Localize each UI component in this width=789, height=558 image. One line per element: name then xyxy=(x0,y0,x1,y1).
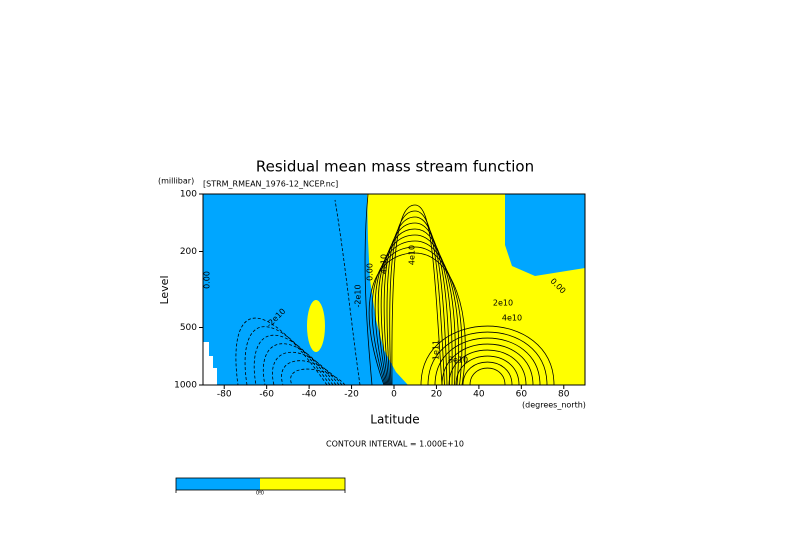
contour-label: 0.00 xyxy=(203,271,212,289)
contour-line xyxy=(441,343,534,386)
contour-label: 2e10 xyxy=(493,299,513,308)
colorbar-frame xyxy=(175,477,346,491)
contour-note: CONTOUR INTERVAL = 1.000E+10 xyxy=(326,440,464,449)
colorbar-negative xyxy=(176,478,260,490)
contour-line xyxy=(448,349,527,386)
contour-line xyxy=(272,351,340,386)
contour-line xyxy=(386,216,448,386)
contour-label: 4e10 xyxy=(408,245,417,265)
contour-line xyxy=(364,193,373,386)
x-tick-label: 20 xyxy=(431,390,443,400)
contour-line xyxy=(391,204,443,386)
contour-label: 4e10 xyxy=(380,254,389,274)
contour-line xyxy=(427,331,548,386)
contour-label: 1e11 xyxy=(432,340,441,360)
y-tick-label: 500 xyxy=(180,323,197,333)
subtitle: [STRM_RMEAN_1976-12_NCEP.nc] xyxy=(203,180,338,189)
contour-line xyxy=(455,355,520,386)
colorbar-positive xyxy=(260,478,345,490)
contour-line xyxy=(374,240,459,386)
x-tick-label: -80 xyxy=(217,390,232,400)
y-tick-label: 1000 xyxy=(174,381,197,391)
contour-line xyxy=(389,210,445,386)
y-axis-label: Level xyxy=(158,275,171,304)
y-tick-label: 100 xyxy=(180,190,197,200)
y-unit: (millibar) xyxy=(158,177,194,186)
chart-title: Residual mean mass stream function xyxy=(256,158,534,176)
y-tick-label: 200 xyxy=(180,247,197,257)
x-unit: (degrees_north) xyxy=(522,401,586,410)
x-tick-label: 60 xyxy=(516,390,528,400)
contour-line xyxy=(462,361,513,386)
contour-line xyxy=(253,334,334,386)
colorbar-label: 0.0 xyxy=(256,491,264,497)
x-tick-label: 0 xyxy=(391,390,397,400)
contour-line xyxy=(235,317,328,386)
positive-region xyxy=(307,300,325,352)
contour-line xyxy=(377,234,456,386)
contour-label: 8e10 xyxy=(448,356,468,365)
colorbar xyxy=(175,477,346,493)
contour-line xyxy=(263,343,337,386)
contour-line xyxy=(434,337,541,386)
contour-label: 0.00 xyxy=(366,263,375,281)
contour-line xyxy=(469,367,506,386)
x-tick-label: -60 xyxy=(259,390,274,400)
contour-label: -2e10 xyxy=(354,284,363,307)
x-tick-label: 40 xyxy=(473,390,485,400)
contour-line xyxy=(244,326,331,386)
contour-line xyxy=(281,360,343,386)
missing-region xyxy=(203,342,217,385)
contour-line xyxy=(371,246,463,386)
contour-line xyxy=(368,252,466,386)
x-tick-label: 80 xyxy=(558,390,570,400)
contour-line xyxy=(383,222,450,386)
x-tick-label: -40 xyxy=(302,390,317,400)
field xyxy=(203,194,585,385)
x-tick-label: -20 xyxy=(344,390,359,400)
contour-line xyxy=(420,325,555,386)
x-axis-label: Latitude xyxy=(370,413,419,427)
contour-line xyxy=(334,199,361,386)
contour-line xyxy=(290,368,346,386)
contour-label: 4e10 xyxy=(502,314,522,323)
contours xyxy=(235,193,555,386)
contour-line xyxy=(380,228,453,386)
